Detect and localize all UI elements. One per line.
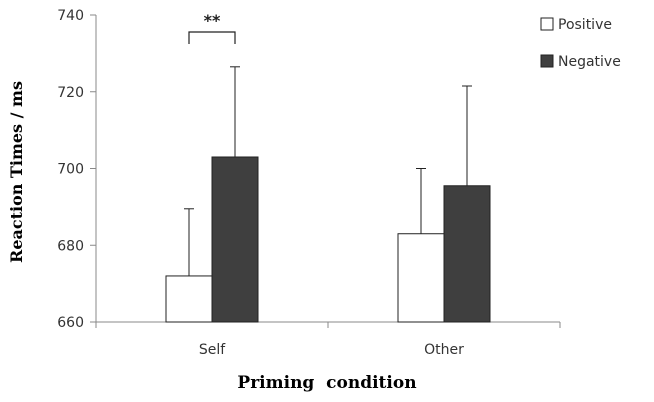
y-tick-label: 740 [57, 8, 84, 24]
legend-swatch-positive [540, 17, 554, 31]
significance-bracket: ** [188, 11, 236, 44]
y-tick-label: 720 [57, 85, 84, 101]
legend: Positive Negative [540, 17, 621, 70]
bar-other-positive [397, 233, 445, 323]
y-tick-label: 700 [57, 162, 84, 178]
y-tick-label: 680 [57, 238, 84, 254]
legend-swatch-negative [540, 54, 554, 68]
y-axis-label: Reaction Times / ms [7, 81, 26, 263]
legend-label-negative: Negative [558, 54, 621, 70]
x-axis-label: Priming condition [237, 373, 416, 393]
x-tick-label: Other [424, 342, 464, 358]
x-tick-label: Self [199, 342, 226, 358]
significance-label: ** [204, 11, 221, 30]
bar-self-negative [211, 156, 259, 323]
error-bars [184, 66, 472, 276]
legend-label-positive: Positive [558, 17, 612, 33]
bracket-line [188, 31, 236, 44]
bars [165, 156, 491, 323]
bar-other-negative [443, 185, 491, 323]
bar-self-positive [165, 275, 213, 323]
y-tick-label: 660 [57, 315, 84, 331]
